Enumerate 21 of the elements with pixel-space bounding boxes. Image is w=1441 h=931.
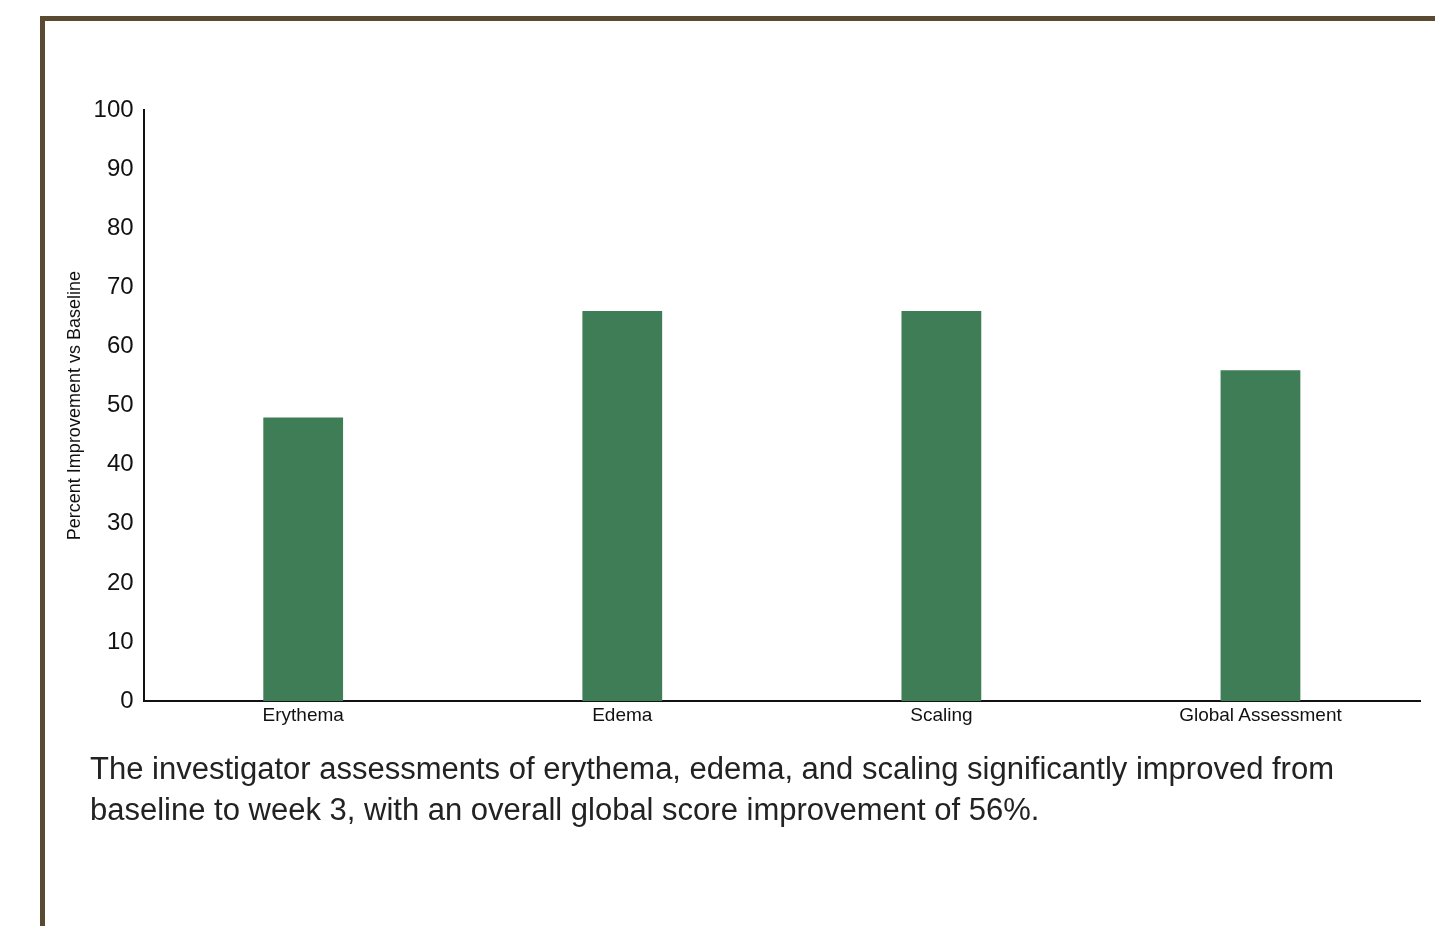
y-tick-label: 80 [106, 212, 134, 240]
y-tick-label: 60 [106, 331, 134, 359]
bar [1220, 370, 1301, 702]
y-tick-label: 40 [106, 449, 134, 477]
x-tick-label: Scaling [910, 703, 973, 725]
x-tick-label: Global Assessment [1179, 703, 1343, 725]
text: The investigator assessments of erythema, edema, and scaling significantly improved from baseline to week 3, with an overall global score improvement of 56%. [90, 750, 1335, 829]
y-tick-label: 100 [93, 94, 134, 122]
y-tick-label: 50 [106, 390, 134, 418]
x-tick-label: Erythema [262, 703, 345, 725]
bar [582, 311, 663, 702]
bar [901, 311, 982, 702]
y-tick-label: 30 [106, 508, 134, 536]
x-tick-label: Edema [592, 703, 653, 725]
y-axis-title: Percent Improvement vs Baseline [63, 271, 84, 541]
y-tick-label: 90 [106, 153, 134, 181]
bar [263, 417, 344, 702]
y-tick-label: 0 [120, 685, 134, 713]
y-tick-label: 20 [106, 567, 134, 595]
y-tick-label: 70 [106, 271, 134, 299]
y-tick-label: 10 [106, 626, 134, 654]
